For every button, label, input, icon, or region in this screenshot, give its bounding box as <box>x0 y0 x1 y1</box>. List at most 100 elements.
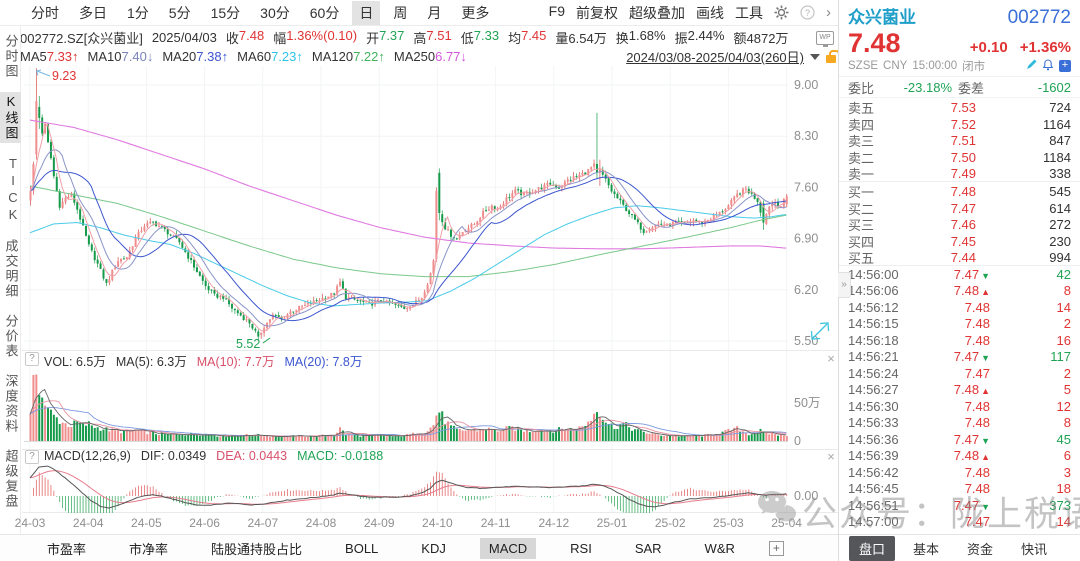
sidebar-item[interactable]: 成交明细 <box>3 239 19 299</box>
macd-help-icon[interactable]: ? <box>25 450 39 464</box>
add-icon[interactable]: + <box>1059 60 1071 72</box>
indicator-tab[interactable]: KDJ <box>421 540 446 556</box>
sidebar-item[interactable]: 深度资料 <box>3 374 19 434</box>
period-tab[interactable]: 多日 <box>79 4 107 21</box>
macd-header-part: DEA: 0.0443 <box>216 449 288 463</box>
panel-tab[interactable]: 基本 <box>913 541 940 557</box>
tick-row: 14:56:00 7.47 ▼ 42 <box>839 266 1080 283</box>
toolbar-button[interactable]: F9 <box>548 2 565 19</box>
tick-row: 14:56:45 7.48 18 <box>839 480 1080 497</box>
bid-row[interactable]: 买五 7.44 994 <box>839 248 1080 266</box>
panel-tab[interactable]: 快讯 <box>1021 541 1048 557</box>
vol-close-icon[interactable]: × <box>827 351 835 366</box>
x-axis-label: 24-07 <box>247 516 279 530</box>
ask-row[interactable]: 卖五 7.53 724 <box>839 98 1080 116</box>
chart-area: 9.00 8.30 7.60 6.90 6.20 5.50 50万 0 0.00 9.23 5.52 <box>22 66 838 534</box>
ma-item: MA120 7.22↑ <box>312 49 385 64</box>
period-tab[interactable]: 更多 <box>461 4 490 21</box>
period-tab[interactable]: 分时 <box>31 4 59 21</box>
level-price: 7.52 <box>950 116 976 132</box>
period-tab[interactable]: 1分 <box>127 4 149 21</box>
tick-price: 7.48 <box>964 398 990 414</box>
down-arrow-icon: ▼ <box>981 501 990 512</box>
level-volume: 230 <box>1049 233 1071 249</box>
edit-icon[interactable] <box>1026 59 1037 73</box>
period-tab[interactable]: 60分 <box>309 4 340 21</box>
indicator-tab[interactable]: 陆股通持股占比 <box>211 541 303 557</box>
period-tab[interactable]: 30分 <box>260 4 290 21</box>
period-tab[interactable]: 15分 <box>210 4 241 21</box>
quote-panel: 众兴菌业 002772 7.48 +0.10 +1.36% SZSE CNY 1… <box>838 0 1080 561</box>
panel-tab-bar: 盘口 基本 资金 快讯 <box>839 534 1080 561</box>
period-tab[interactable]: 月 <box>427 4 442 21</box>
exchange-label: SZSE <box>848 60 879 72</box>
sidebar-item[interactable]: 分价表 <box>3 314 19 359</box>
tick-volume: 8 <box>1063 283 1071 299</box>
period-tab[interactable]: 周 <box>393 4 408 21</box>
toolbar-button[interactable]: 超级叠加 <box>629 4 685 21</box>
add-indicator-icon[interactable]: + <box>768 540 784 556</box>
tick-volume: 3 <box>1063 464 1071 480</box>
bid-row[interactable]: 买三 7.46 272 <box>839 215 1080 233</box>
chevron-right-icon[interactable]: › <box>826 3 831 21</box>
vol-help-icon[interactable]: ? <box>25 352 39 366</box>
quote-time: 15:00:00 <box>912 60 958 72</box>
indicator-tab[interactable]: SAR <box>634 540 662 556</box>
tick-row: 14:56:24 7.47 2 <box>839 365 1080 382</box>
indicator-tab[interactable]: 市盈率 <box>47 541 87 557</box>
quote-field-label: 高 <box>413 31 427 46</box>
tick-time: 14:56:15 <box>848 316 899 332</box>
tick-time: 14:56:33 <box>848 415 899 431</box>
sidebar-item[interactable]: 分时图 <box>3 34 19 79</box>
indicator-tab[interactable]: RSI <box>570 540 592 556</box>
svg-text:8.30: 8.30 <box>794 129 818 143</box>
tick-volume: 373 <box>1049 497 1071 513</box>
ask-row[interactable]: 卖二 7.50 1184 <box>839 148 1080 166</box>
toolbar-button[interactable]: 工具 <box>735 4 763 21</box>
ask-row[interactable]: 卖一 7.49 338 <box>839 164 1080 182</box>
tick-time: 14:56:51 <box>848 497 899 513</box>
help-icon[interactable]: ? <box>800 5 815 20</box>
macd-header-part: MACD: -0.0188 <box>297 449 384 463</box>
up-arrow-icon: ▲ <box>981 386 990 397</box>
indicator-tab[interactable]: MACD <box>479 537 537 559</box>
level-volume: 614 <box>1049 200 1071 216</box>
x-axis-label: 24-03 <box>14 516 46 530</box>
period-tab[interactable]: 5分 <box>168 4 191 21</box>
vol-header-part: MA(5): 6.3万 <box>115 355 187 369</box>
sidebar-item[interactable]: 超级复盘 <box>3 449 19 509</box>
ask-row[interactable]: 卖三 7.51 847 <box>839 131 1080 149</box>
wp-widget-icon[interactable]: WP <box>816 31 834 47</box>
indicator-tab[interactable]: W&R <box>704 540 735 556</box>
bid-row[interactable]: 买四 7.45 230 <box>839 232 1080 250</box>
bid-row[interactable]: 买一 7.48 545 <box>839 182 1080 200</box>
range-dropdown-icon[interactable] <box>810 53 820 60</box>
tick-time: 14:57:00 <box>848 514 899 530</box>
toolbar-button[interactable]: 前复权 <box>576 4 618 21</box>
x-axis-label: 25-02 <box>654 516 686 530</box>
panel-tab[interactable]: 盘口 <box>849 535 896 561</box>
indicator-tab[interactable]: 市净率 <box>129 541 169 557</box>
ma-value: 7.23↑ <box>271 49 303 64</box>
tick-time: 14:56:30 <box>848 398 899 414</box>
sidebar-item[interactable]: K线图 <box>0 92 21 143</box>
gear-icon[interactable] <box>774 5 789 20</box>
date-range-label[interactable]: 2024/03/08-2025/04/03(260日) <box>626 50 804 65</box>
toolbar-button[interactable]: 画线 <box>696 4 724 21</box>
indicator-tab[interactable]: BOLL <box>345 540 379 556</box>
ma-value: 7.40↓ <box>121 49 154 64</box>
panel-tab[interactable]: 资金 <box>967 541 994 557</box>
ask-row[interactable]: 卖四 7.52 1164 <box>839 115 1080 133</box>
unlock-icon[interactable] <box>826 49 840 63</box>
macd-close-icon[interactable]: × <box>827 449 835 464</box>
svg-text:0.00: 0.00 <box>794 489 818 503</box>
alert-bell-icon[interactable] <box>1042 58 1054 74</box>
toolbar-buttons: F9 前复权 超级叠加 画线 工具 <box>549 3 763 23</box>
period-tab[interactable]: 日 <box>352 0 381 25</box>
panel-collapse-handle[interactable]: » <box>838 272 851 298</box>
bid-row[interactable]: 买二 7.47 614 <box>839 199 1080 217</box>
sidebar-item[interactable]: TICK <box>5 156 21 224</box>
quote-field: 开 7.37 <box>366 28 404 47</box>
